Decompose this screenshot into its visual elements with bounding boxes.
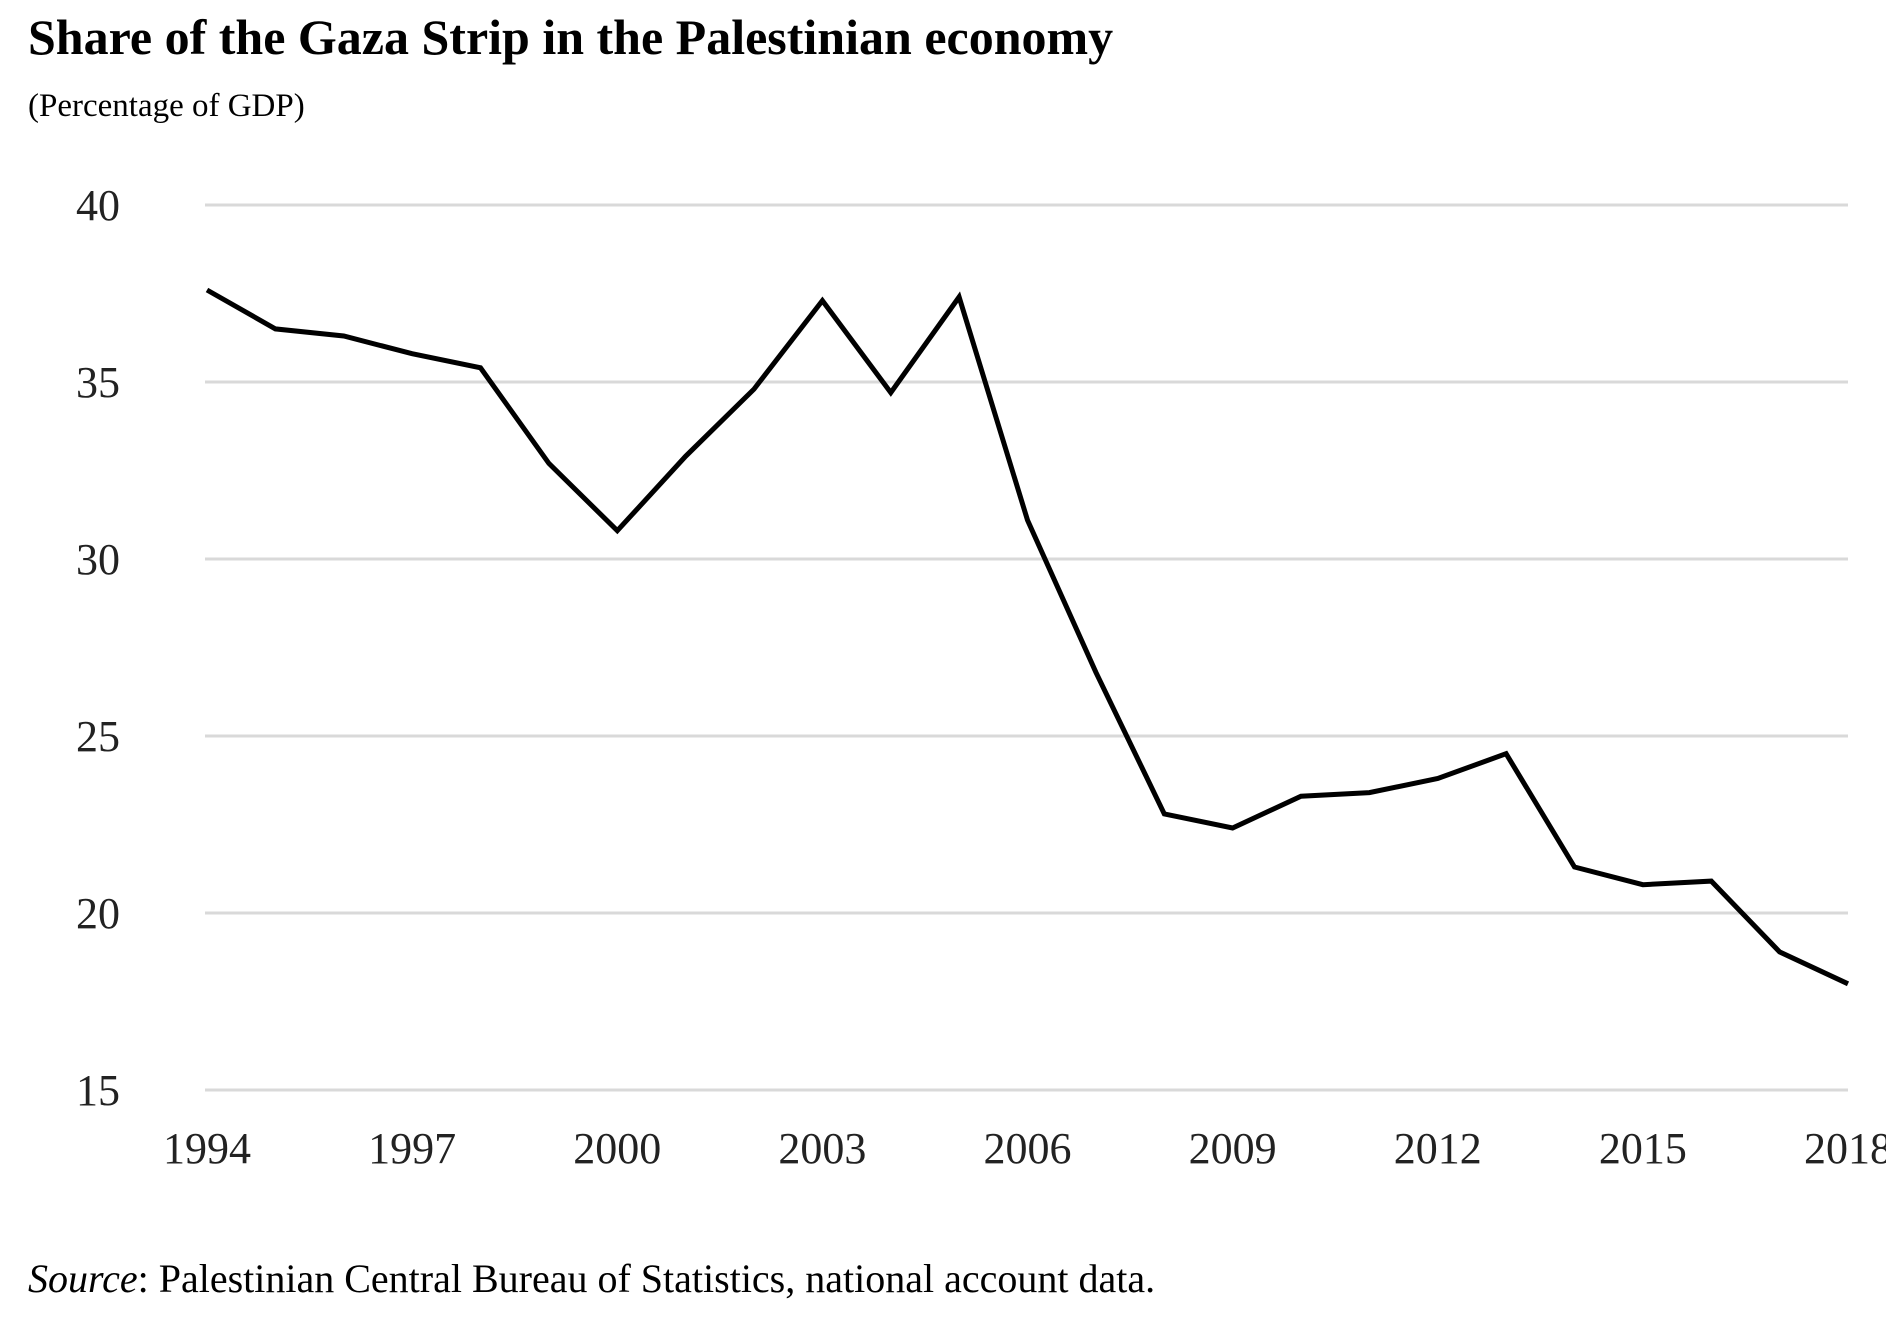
series-group (205, 287, 1850, 987)
source-note: Source: Palestinian Central Bureau of St… (28, 1255, 1155, 1302)
y-tick-label: 25 (76, 712, 120, 761)
x-tick-label: 2003 (778, 1124, 866, 1173)
x-tick-label: 2015 (1599, 1124, 1687, 1173)
x-tick-label: 1994 (163, 1124, 251, 1173)
series-line (205, 287, 1850, 987)
y-axis-ticks: 15 20 25 30 35 40 (76, 181, 120, 1115)
source-text: : Palestinian Central Bureau of Statisti… (137, 1256, 1156, 1301)
chart-subtitle: (Percentage of GDP) (28, 88, 305, 124)
x-tick-label: 2012 (1394, 1124, 1482, 1173)
x-tick-label: 2018 (1804, 1124, 1886, 1173)
chart-title: Share of the Gaza Strip in the Palestini… (28, 9, 1114, 65)
source-label: Source (28, 1256, 138, 1301)
x-tick-label: 2006 (984, 1124, 1072, 1173)
x-tick-label: 2000 (573, 1124, 661, 1173)
x-axis-ticks: 1994 1997 2000 2003 2006 2009 2012 2015 2018 (163, 1124, 1886, 1173)
y-tick-label: 40 (76, 181, 120, 230)
y-tick-label: 20 (76, 889, 120, 938)
grid-lines (205, 203, 1848, 1092)
y-tick-label: 15 (76, 1066, 120, 1115)
x-tick-label: 2009 (1189, 1124, 1277, 1173)
y-tick-label: 35 (76, 358, 120, 407)
y-tick-label: 30 (76, 535, 120, 584)
x-tick-label: 1997 (368, 1124, 456, 1173)
